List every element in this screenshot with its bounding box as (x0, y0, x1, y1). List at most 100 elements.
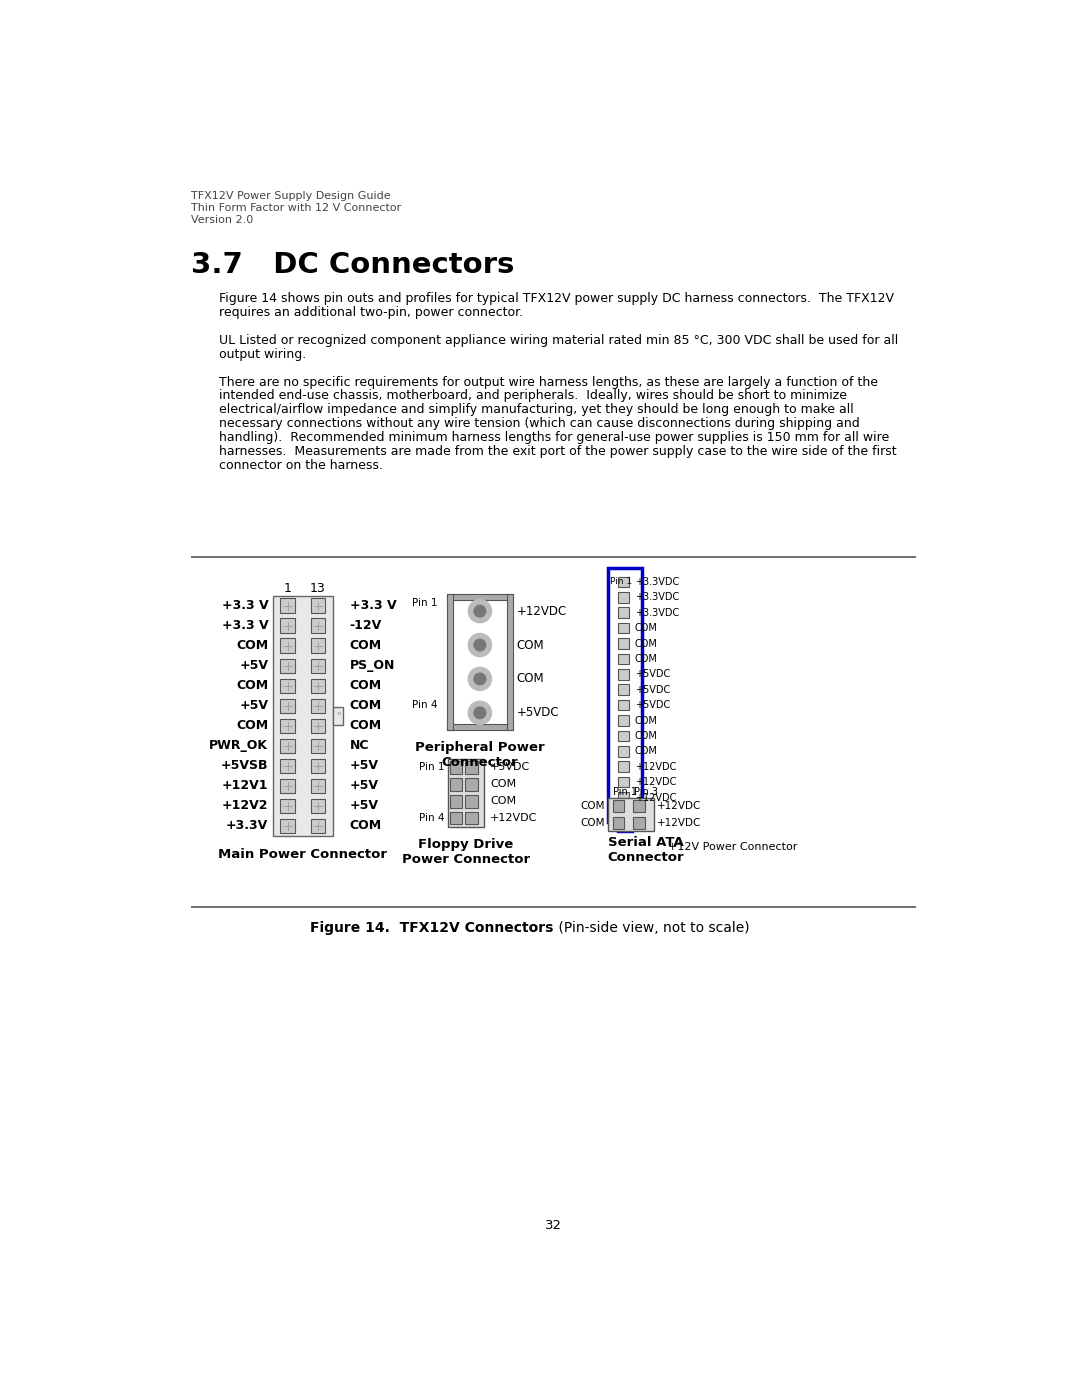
Text: electrical/airflow impedance and simplify manufacturing, yet they should be long: electrical/airflow impedance and simplif… (218, 404, 853, 416)
Text: Peripheral Power
Connector: Peripheral Power Connector (415, 740, 544, 768)
Text: +5V: +5V (350, 799, 379, 813)
Bar (281, 819, 295, 833)
Text: Thin Form Factor with 12 V Connector: Thin Form Factor with 12 V Connector (191, 203, 401, 214)
Text: 32: 32 (545, 1218, 562, 1232)
Bar (311, 799, 325, 813)
Text: -12V: -12V (350, 619, 382, 633)
Text: connector on the harness.: connector on the harness. (218, 458, 382, 472)
Text: COM: COM (350, 700, 382, 712)
Bar (446, 594, 453, 729)
Bar (446, 594, 513, 601)
Text: 1: 1 (284, 583, 292, 595)
Text: +12VDC: +12VDC (635, 777, 676, 787)
Bar (618, 623, 629, 633)
Text: +3.3VDC: +3.3VDC (635, 592, 679, 602)
Bar (618, 823, 632, 831)
Text: +12V2: +12V2 (221, 799, 268, 813)
Bar (281, 718, 295, 733)
Circle shape (469, 668, 491, 690)
Bar (465, 778, 477, 791)
Text: Pin 4: Pin 4 (413, 700, 438, 710)
Text: Serial ATA
Connector: Serial ATA Connector (608, 835, 685, 863)
Text: COM: COM (350, 719, 382, 732)
Text: TFX12V Power Supply Design Guide: TFX12V Power Supply Design Guide (191, 191, 391, 201)
Text: +12VDC: +12VDC (658, 800, 702, 812)
Circle shape (469, 701, 491, 725)
Bar (608, 798, 654, 831)
Bar (619, 814, 631, 823)
Text: NC: NC (350, 739, 369, 753)
Circle shape (474, 673, 486, 685)
Text: COM: COM (635, 623, 658, 633)
Text: COM: COM (490, 796, 516, 806)
Text: requires an additional two-pin, power connector.: requires an additional two-pin, power co… (218, 306, 523, 320)
Bar (281, 759, 295, 774)
Circle shape (469, 599, 491, 623)
Text: COM: COM (350, 679, 382, 693)
Text: Pin 1: Pin 1 (610, 577, 632, 587)
Text: +5V: +5V (240, 700, 268, 712)
Bar (281, 739, 295, 753)
Bar (311, 679, 325, 693)
Text: harnesses.  Measurements are made from the exit port of the power supply case to: harnesses. Measurements are made from th… (218, 444, 896, 458)
Text: COM: COM (350, 820, 382, 833)
Text: COM: COM (635, 715, 658, 725)
Text: Figure 14.  TFX12V Connectors: Figure 14. TFX12V Connectors (310, 921, 554, 935)
Bar (311, 819, 325, 833)
Text: +5V: +5V (350, 760, 379, 773)
Text: +12VDC: +12VDC (635, 792, 676, 802)
Text: COM: COM (635, 746, 658, 756)
Bar (281, 658, 295, 673)
Text: +5VDC: +5VDC (635, 700, 670, 710)
Text: There are no specific requirements for output wire harness lengths, as these are: There are no specific requirements for o… (218, 376, 878, 388)
Bar (311, 619, 325, 633)
Text: 3.7   DC Connectors: 3.7 DC Connectors (191, 251, 514, 279)
Bar (311, 598, 325, 613)
Bar (633, 817, 645, 828)
Bar (281, 698, 295, 714)
Text: +5V: +5V (350, 780, 379, 792)
Text: +3.3 V: +3.3 V (350, 599, 396, 612)
Bar (618, 731, 629, 742)
Bar (311, 718, 325, 733)
Bar (281, 679, 295, 693)
Text: COM: COM (516, 672, 544, 686)
Text: +5VDC: +5VDC (516, 707, 559, 719)
Text: 13: 13 (310, 583, 326, 595)
Bar (608, 569, 642, 823)
Text: COM: COM (237, 719, 268, 732)
Bar (273, 595, 333, 835)
Text: Version 2.0: Version 2.0 (191, 215, 253, 225)
Text: +5V: +5V (240, 659, 268, 672)
Text: COM: COM (580, 817, 605, 828)
Bar (311, 739, 325, 753)
Bar (618, 608, 629, 617)
Text: +3.3VDC: +3.3VDC (635, 608, 679, 617)
Text: COM: COM (580, 800, 605, 812)
Bar (465, 761, 477, 774)
Bar (449, 778, 462, 791)
Bar (618, 669, 629, 680)
Text: Pin 1: Pin 1 (613, 787, 637, 796)
Bar (311, 778, 325, 793)
Bar (618, 700, 629, 711)
Text: Pin 3: Pin 3 (634, 787, 658, 796)
Text: +5VSB: +5VSB (220, 760, 268, 773)
Bar (281, 619, 295, 633)
Text: PWR_OK: PWR_OK (210, 739, 268, 753)
Bar (618, 638, 629, 648)
Text: +5VDC: +5VDC (635, 669, 670, 679)
Text: UL Listed or recognized component appliance wiring material rated min 85 °C, 300: UL Listed or recognized component applia… (218, 334, 897, 346)
Bar (311, 759, 325, 774)
Text: Pin 1: Pin 1 (413, 598, 438, 608)
Bar (311, 638, 325, 654)
Bar (618, 746, 629, 757)
Text: intended end-use chassis, motherboard, and peripherals.  Ideally, wires should b: intended end-use chassis, motherboard, a… (218, 390, 847, 402)
Text: Pin 1: Pin 1 (419, 763, 444, 773)
Circle shape (469, 633, 491, 657)
Text: Figure 14 shows pin outs and profiles for typical TFX12V power supply DC harness: Figure 14 shows pin outs and profiles fo… (218, 292, 894, 306)
Bar (465, 812, 477, 824)
Bar (618, 577, 629, 587)
Text: necessary connections without any wire tension (which can cause disconnections d: necessary connections without any wire t… (218, 418, 860, 430)
Text: COM: COM (237, 679, 268, 693)
